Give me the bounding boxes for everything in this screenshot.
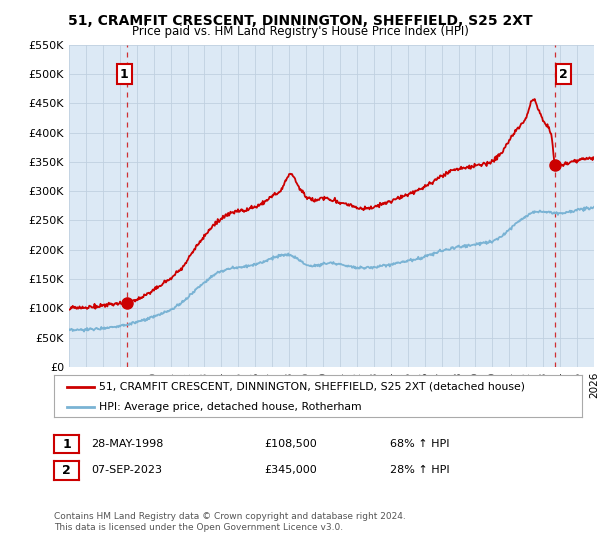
Text: 51, CRAMFIT CRESCENT, DINNINGTON, SHEFFIELD, S25 2XT: 51, CRAMFIT CRESCENT, DINNINGTON, SHEFFI… (68, 14, 532, 28)
Text: HPI: Average price, detached house, Rotherham: HPI: Average price, detached house, Roth… (99, 402, 362, 412)
Text: Price paid vs. HM Land Registry's House Price Index (HPI): Price paid vs. HM Land Registry's House … (131, 25, 469, 38)
Text: 1: 1 (62, 437, 71, 451)
Text: £345,000: £345,000 (264, 465, 317, 475)
Text: 2: 2 (62, 464, 71, 477)
Text: 28% ↑ HPI: 28% ↑ HPI (390, 465, 449, 475)
Text: Contains HM Land Registry data © Crown copyright and database right 2024.
This d: Contains HM Land Registry data © Crown c… (54, 512, 406, 532)
Text: 07-SEP-2023: 07-SEP-2023 (91, 465, 162, 475)
Text: 28-MAY-1998: 28-MAY-1998 (91, 439, 164, 449)
Text: 51, CRAMFIT CRESCENT, DINNINGTON, SHEFFIELD, S25 2XT (detached house): 51, CRAMFIT CRESCENT, DINNINGTON, SHEFFI… (99, 381, 525, 391)
Text: £108,500: £108,500 (264, 439, 317, 449)
Text: 1: 1 (119, 68, 128, 81)
Text: 68% ↑ HPI: 68% ↑ HPI (390, 439, 449, 449)
Text: 2: 2 (559, 68, 568, 81)
